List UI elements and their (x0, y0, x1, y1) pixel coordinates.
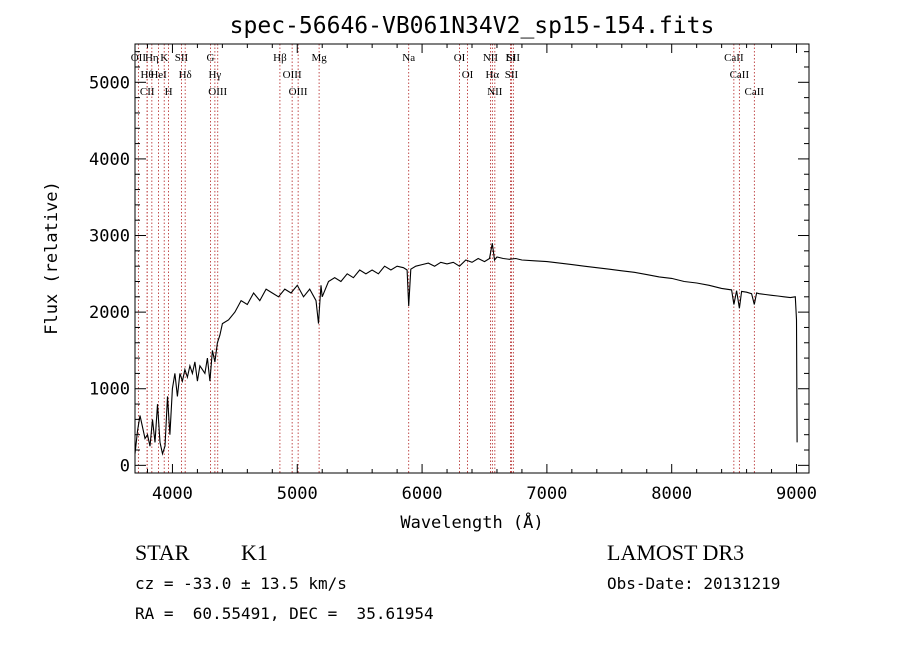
marker-label-8: Hδ (179, 69, 192, 81)
line-markers (137, 44, 755, 473)
x-tick-label-2: 6000 (402, 484, 443, 504)
marker-label-22: Li (506, 52, 516, 64)
x-tick-label-0: 4000 (152, 484, 193, 504)
y-tick-label-0: 0 (120, 456, 130, 476)
marker-label-19: NII (483, 52, 499, 64)
redshift-velocity: cz = -33.0 ± 13.5 km/s (135, 574, 347, 593)
y-tick-label-4: 4000 (89, 150, 130, 170)
y-tick-label-1: 1000 (89, 380, 130, 400)
marker-label-6: H (165, 86, 173, 98)
y-tick-label-5: 5000 (89, 73, 130, 93)
marker-label-16: Na (402, 52, 415, 64)
marker-label-18: OI (462, 69, 474, 81)
marker-label-4: HeI (150, 69, 167, 81)
object-subclass: K1 (241, 540, 268, 565)
marker-label-5: K (160, 52, 168, 64)
x-tick-label-5: 9000 (776, 484, 817, 504)
y-tick-label-2: 2000 (89, 303, 130, 323)
observation-date: Obs-Date: 20131219 (607, 574, 781, 593)
x-tick-label-1: 5000 (277, 484, 318, 504)
marker-label-26: CaII (730, 69, 750, 81)
y-axis: 0 1000 2000 3000 4000 5000 (89, 51, 809, 476)
marker-label-21: NII (487, 86, 503, 98)
x-tick-label-3: 7000 (526, 484, 567, 504)
marker-label-2: CII (140, 86, 155, 98)
x-tick-label-4: 8000 (651, 484, 692, 504)
marker-label-3: Hη (145, 52, 159, 64)
line-labels: OII Hθ CII Hη HeI K H SII Hδ G Hγ OIII Hβ OIII OIII Mg N… (131, 52, 765, 98)
marker-label-15: Mg (311, 52, 327, 64)
y-tick-label-3: 3000 (89, 227, 130, 247)
marker-label-12: Hβ (273, 52, 287, 64)
marker-label-27: CaII (745, 86, 765, 98)
marker-label-14: OIII (289, 86, 308, 98)
marker-label-0: OII (131, 52, 147, 64)
object-class: STAR (135, 540, 190, 565)
marker-label-25: CaII (724, 52, 744, 64)
survey-label: LAMOST DR3 (607, 540, 745, 565)
marker-label-11: OIII (208, 86, 227, 98)
plot-frame (134, 43, 810, 474)
spectrum-line (134, 243, 798, 456)
chart-title: spec-56646-VB061N34V2_sp15-154.fits (230, 13, 715, 39)
y-axis-label: Flux (relative) (42, 181, 62, 335)
marker-label-17: OI (454, 52, 466, 64)
marker-label-23: SII (505, 69, 519, 81)
x-axis: 4000 5000 6000 7000 8000 9000 (146, 44, 817, 504)
coordinates: RA = 60.55491, DEC = 35.61954 (135, 604, 434, 623)
x-axis-label: Wavelength (Å) (400, 511, 543, 533)
marker-label-7: SII (175, 52, 189, 64)
marker-label-20: Hα (485, 69, 499, 81)
marker-label-13: OIII (283, 69, 302, 81)
marker-label-10: Hγ (208, 69, 221, 81)
marker-label-1: Hθ (140, 69, 153, 81)
marker-label-24: SII (507, 52, 521, 64)
marker-label-9: G (207, 52, 215, 64)
